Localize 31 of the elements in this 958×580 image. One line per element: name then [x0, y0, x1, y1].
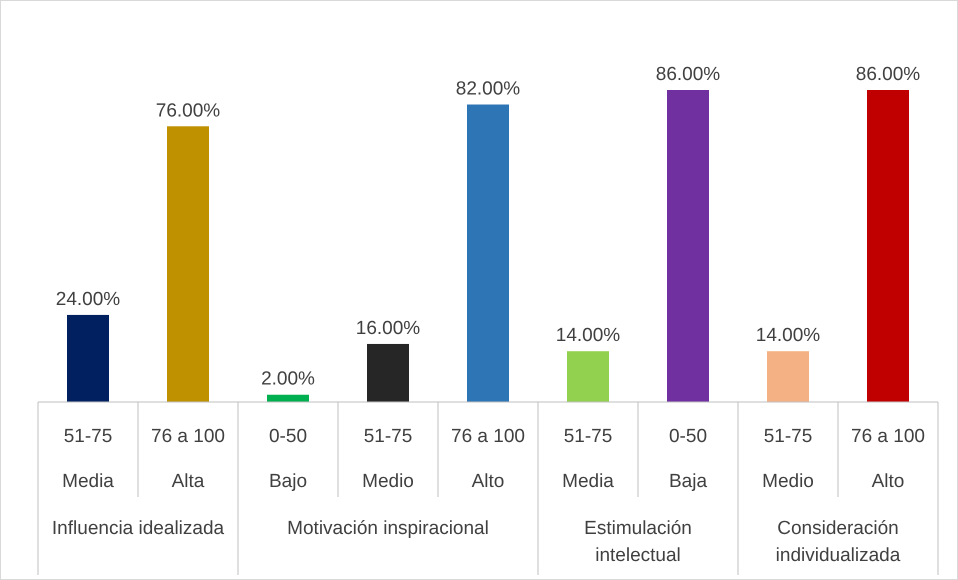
- bar: [667, 90, 709, 402]
- bar: [867, 90, 909, 402]
- data-label: 76.00%: [156, 100, 220, 122]
- bar: [567, 351, 609, 402]
- bar: [467, 104, 509, 402]
- category-label: 51-75 Medio: [362, 426, 414, 492]
- category-label: 76 a 100 Alto: [451, 426, 525, 492]
- category-label: 76 a 100 Alta: [151, 426, 225, 492]
- category-label: 76 a 100 Alto: [851, 426, 925, 492]
- bar: [767, 351, 809, 402]
- text: Consideración individualizada: [776, 518, 901, 566]
- category-label: 0-50 Baja: [668, 426, 708, 492]
- data-label: 86.00%: [656, 64, 720, 85]
- bar: [67, 314, 109, 402]
- category-label: 51-75 Media: [562, 426, 614, 492]
- data-label: 82.00%: [456, 78, 520, 100]
- data-label: 2.00%: [261, 368, 316, 390]
- bar: [367, 344, 409, 402]
- category-label: 0-50 Bajo: [268, 426, 308, 492]
- category-label: 51-75 Media: [62, 426, 114, 492]
- bar: [267, 394, 309, 402]
- text: Motivación inspiracional: [287, 518, 489, 539]
- data-label: 16.00%: [356, 318, 420, 339]
- data-label: 14.00%: [756, 325, 820, 346]
- data-label: 24.00%: [56, 288, 120, 310]
- text: Influencia idealizada: [52, 518, 225, 539]
- text: Estimulación intelectual: [584, 518, 692, 566]
- data-label: 86.00%: [856, 64, 920, 85]
- category-label: 51-75 Medio: [762, 426, 814, 492]
- bar: [167, 126, 209, 402]
- data-label: 14.00%: [556, 325, 620, 346]
